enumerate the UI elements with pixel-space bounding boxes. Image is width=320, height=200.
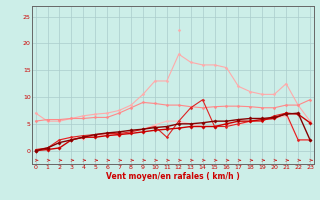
X-axis label: Vent moyen/en rafales ( km/h ): Vent moyen/en rafales ( km/h ) <box>106 172 240 181</box>
